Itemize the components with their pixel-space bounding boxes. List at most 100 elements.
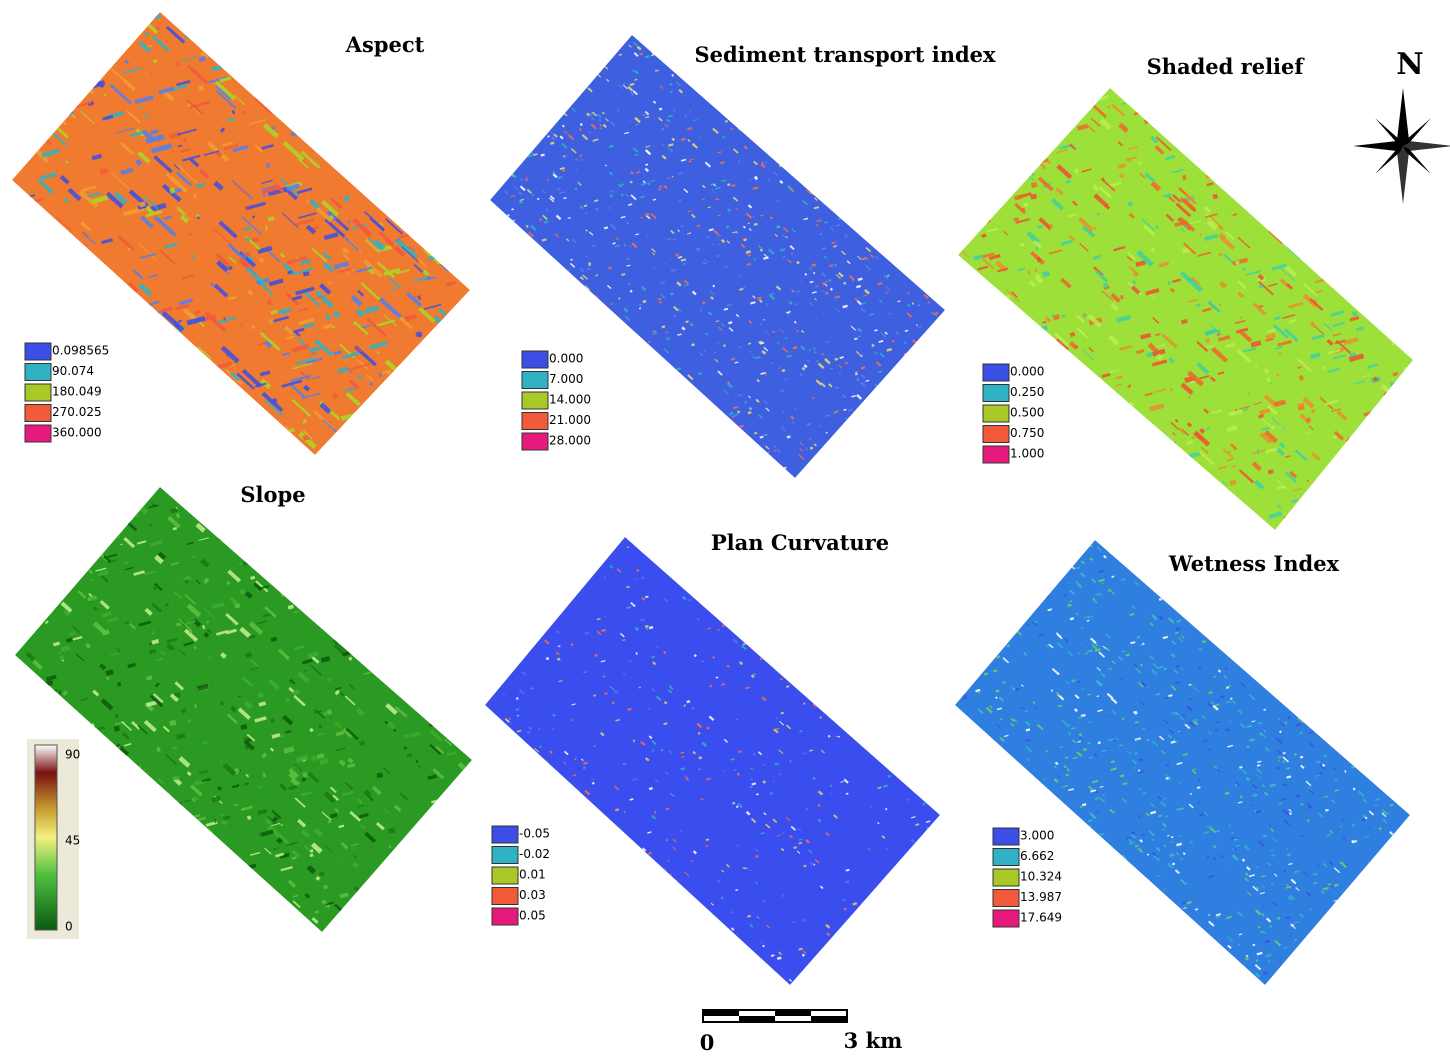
texture — [579, 468, 581, 470]
texture — [1094, 447, 1104, 456]
texture — [815, 614, 819, 617]
texture — [204, 925, 212, 927]
texture — [1013, 308, 1020, 315]
texture — [511, 209, 513, 210]
texture — [1047, 454, 1049, 456]
texture — [553, 873, 556, 874]
texture — [65, 57, 72, 63]
texture — [706, 236, 710, 237]
texture — [1065, 468, 1078, 471]
texture — [637, 172, 640, 173]
texture — [642, 114, 646, 115]
texture — [460, 386, 465, 390]
texture — [326, 541, 336, 544]
legend-swatch — [25, 343, 51, 360]
texture — [770, 133, 773, 134]
texture — [698, 769, 700, 770]
texture — [232, 24, 245, 28]
texture — [508, 552, 511, 555]
texture — [697, 225, 700, 226]
texture — [511, 474, 514, 475]
texture — [1350, 101, 1359, 103]
texture — [1180, 465, 1182, 467]
texture — [1106, 478, 1113, 480]
texture — [494, 541, 496, 543]
texture — [937, 387, 941, 388]
texture — [487, 555, 489, 557]
texture — [533, 609, 537, 612]
texture — [984, 787, 988, 788]
texture — [103, 284, 122, 289]
texture — [881, 135, 886, 136]
texture — [903, 409, 905, 411]
texture — [813, 348, 815, 350]
texture — [1169, 485, 1180, 488]
texture — [596, 275, 598, 276]
texture — [331, 520, 334, 523]
texture — [1206, 101, 1212, 107]
texture — [406, 417, 419, 429]
texture — [936, 315, 938, 317]
texture — [204, 363, 208, 364]
texture — [461, 901, 471, 904]
texture — [768, 73, 773, 74]
texture — [1362, 276, 1364, 277]
texture — [429, 836, 437, 843]
texture — [554, 558, 557, 560]
texture — [271, 639, 277, 641]
texture — [147, 383, 150, 385]
texture — [110, 510, 114, 511]
texture — [1046, 338, 1057, 348]
texture — [734, 466, 737, 469]
texture — [1376, 952, 1380, 953]
texture — [1185, 129, 1194, 131]
texture — [427, 123, 436, 131]
texture — [1285, 121, 1289, 125]
texture — [1235, 505, 1238, 508]
texture — [569, 928, 573, 929]
texture — [828, 649, 830, 651]
legend-swatch — [492, 826, 518, 843]
texture — [227, 916, 233, 917]
texture — [975, 215, 981, 217]
texture — [276, 428, 289, 431]
texture — [686, 321, 689, 322]
texture — [1070, 506, 1078, 513]
texture — [1405, 246, 1414, 254]
texture — [137, 161, 141, 165]
texture — [510, 759, 513, 760]
texture — [1214, 520, 1223, 528]
texture — [863, 128, 868, 129]
texture — [36, 139, 38, 141]
legend-label: 0.500 — [1010, 406, 1044, 420]
texture — [630, 290, 632, 292]
texture — [639, 351, 643, 352]
texture — [687, 701, 690, 702]
texture — [762, 764, 765, 765]
texture — [727, 475, 729, 477]
texture — [936, 641, 940, 642]
texture — [547, 928, 549, 930]
texture — [898, 472, 901, 475]
texture — [394, 163, 409, 167]
texture — [599, 70, 601, 72]
texture — [183, 407, 187, 408]
texture — [445, 795, 449, 796]
texture — [697, 618, 699, 620]
texture — [878, 912, 881, 913]
texture — [1052, 412, 1066, 424]
texture — [760, 942, 762, 943]
texture — [1396, 490, 1406, 499]
texture — [558, 646, 560, 647]
texture — [636, 570, 639, 571]
texture — [1242, 268, 1246, 269]
texture — [1115, 512, 1117, 514]
texture — [711, 952, 715, 953]
texture — [74, 581, 78, 582]
texture — [1385, 134, 1390, 139]
texture — [925, 240, 928, 241]
texture — [787, 436, 790, 437]
texture — [358, 595, 366, 602]
texture — [853, 903, 857, 904]
texture — [486, 593, 490, 596]
